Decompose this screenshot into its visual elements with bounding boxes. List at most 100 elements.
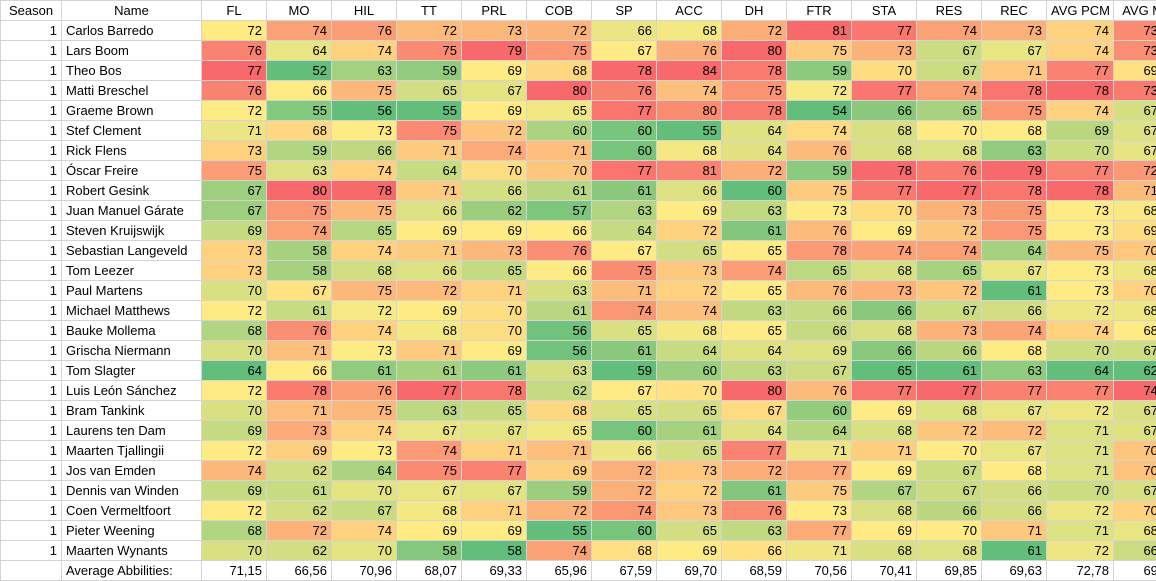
ability-cell[interactable]: 68 <box>592 541 657 561</box>
ability-cell[interactable]: 70 <box>1047 481 1114 501</box>
ability-cell[interactable]: 65 <box>657 441 722 461</box>
rider-name-cell[interactable]: Bauke Mollema <box>62 321 202 341</box>
ability-cell[interactable]: 70 <box>917 441 982 461</box>
ability-cell[interactable]: 67 <box>982 261 1047 281</box>
ability-cell[interactable]: 70 <box>332 481 397 501</box>
ability-cell[interactable]: 74 <box>332 421 397 441</box>
ability-cell[interactable]: 70,07 <box>1114 281 1156 301</box>
ability-cell[interactable]: 61 <box>527 301 592 321</box>
ability-cell[interactable]: 65 <box>592 401 657 421</box>
ability-cell[interactable]: 66 <box>787 301 852 321</box>
ability-cell[interactable]: 60 <box>527 121 592 141</box>
ability-cell[interactable]: 80 <box>657 101 722 121</box>
average-cell[interactable]: 68,59 <box>722 561 787 581</box>
ability-cell[interactable]: 61 <box>722 481 787 501</box>
ability-cell[interactable]: 61 <box>332 361 397 381</box>
ability-cell[interactable]: 66 <box>982 481 1047 501</box>
column-header[interactable]: ACC <box>657 1 722 21</box>
ability-cell[interactable]: 61 <box>722 221 787 241</box>
ability-cell[interactable]: 68 <box>852 541 917 561</box>
ability-cell[interactable]: 64 <box>722 421 787 441</box>
ability-cell[interactable]: 74 <box>917 241 982 261</box>
ability-cell[interactable]: 65 <box>722 241 787 261</box>
ability-cell[interactable]: 69 <box>202 481 267 501</box>
ability-cell[interactable]: 71 <box>852 441 917 461</box>
ability-cell[interactable]: 70 <box>202 401 267 421</box>
ability-cell[interactable]: 72 <box>722 461 787 481</box>
ability-cell[interactable]: 72 <box>332 301 397 321</box>
column-header[interactable]: MO <box>267 1 332 21</box>
ability-cell[interactable]: 60 <box>592 421 657 441</box>
ability-cell[interactable]: 78 <box>462 381 527 401</box>
ability-cell[interactable]: 71 <box>267 401 332 421</box>
ability-cell[interactable]: 61 <box>592 181 657 201</box>
column-header[interactable]: SP <box>592 1 657 21</box>
ability-cell[interactable]: 59 <box>787 61 852 81</box>
ability-cell[interactable]: 74 <box>722 261 787 281</box>
ability-cell[interactable]: 73 <box>1047 281 1114 301</box>
ability-cell[interactable]: 72 <box>1047 401 1114 421</box>
ability-cell[interactable]: 65 <box>592 321 657 341</box>
ability-cell[interactable]: 78 <box>267 381 332 401</box>
ability-cell[interactable]: 70 <box>462 161 527 181</box>
ability-cell[interactable]: 78 <box>787 241 852 261</box>
ability-cell[interactable]: 65 <box>462 401 527 421</box>
ability-cell[interactable]: 70 <box>462 301 527 321</box>
ability-cell[interactable]: 80 <box>527 81 592 101</box>
ability-cell[interactable]: 71 <box>462 441 527 461</box>
ability-cell[interactable]: 66 <box>852 101 917 121</box>
season-cell[interactable]: 1 <box>1 101 62 121</box>
rider-name-cell[interactable]: Óscar Freire <box>62 161 202 181</box>
column-header[interactable]: TT <box>397 1 462 21</box>
rider-name-cell[interactable]: Luis León Sánchez <box>62 381 202 401</box>
ability-cell[interactable]: 77 <box>202 61 267 81</box>
ability-cell[interactable]: 73 <box>202 261 267 281</box>
ability-cell[interactable]: 66 <box>267 81 332 101</box>
ability-cell[interactable]: 75 <box>982 221 1047 241</box>
ability-cell[interactable]: 67,93 <box>1114 141 1156 161</box>
ability-cell[interactable]: 61 <box>267 481 332 501</box>
ability-cell[interactable]: 63 <box>527 361 592 381</box>
ability-cell[interactable]: 73 <box>202 241 267 261</box>
ability-cell[interactable]: 67 <box>462 481 527 501</box>
ability-cell[interactable]: 60 <box>787 401 852 421</box>
season-cell[interactable]: 1 <box>1 201 62 221</box>
ability-cell[interactable]: 75 <box>787 181 852 201</box>
ability-cell[interactable]: 61 <box>592 341 657 361</box>
ability-cell[interactable]: 76 <box>917 161 982 181</box>
ability-cell[interactable]: 60 <box>657 361 722 381</box>
ability-cell[interactable]: 59 <box>592 361 657 381</box>
ability-cell[interactable]: 59 <box>267 141 332 161</box>
ability-cell[interactable]: 58 <box>267 261 332 281</box>
ability-cell[interactable]: 74 <box>332 161 397 181</box>
ability-cell[interactable]: 72 <box>202 301 267 321</box>
ability-cell[interactable]: 73,00 <box>1114 41 1156 61</box>
ability-cell[interactable]: 71 <box>397 241 462 261</box>
ability-cell[interactable]: 62 <box>527 381 592 401</box>
rider-name-cell[interactable]: Robert Gesink <box>62 181 202 201</box>
ability-cell[interactable]: 74 <box>592 501 657 521</box>
ability-cell[interactable]: 68 <box>202 521 267 541</box>
ability-cell[interactable]: 68 <box>527 401 592 421</box>
ability-cell[interactable]: 68,21 <box>1114 301 1156 321</box>
season-cell[interactable]: 1 <box>1 461 62 481</box>
ability-cell[interactable]: 75 <box>1047 241 1114 261</box>
ability-cell[interactable]: 69,43 <box>1114 61 1156 81</box>
ability-cell[interactable]: 64 <box>332 461 397 481</box>
ability-cell[interactable]: 67 <box>592 381 657 401</box>
ability-cell[interactable]: 75 <box>332 81 397 101</box>
ability-cell[interactable]: 56 <box>332 101 397 121</box>
ability-cell[interactable]: 67 <box>462 81 527 101</box>
ability-cell[interactable]: 76 <box>202 41 267 61</box>
column-header[interactable]: COB <box>527 1 592 21</box>
ability-cell[interactable]: 73 <box>917 201 982 221</box>
ability-cell[interactable]: 75 <box>332 281 397 301</box>
ability-cell[interactable]: 73 <box>1047 221 1114 241</box>
ability-cell[interactable]: 70,50 <box>1114 241 1156 261</box>
ability-cell[interactable]: 73 <box>657 501 722 521</box>
ability-cell[interactable]: 64 <box>657 341 722 361</box>
rider-name-cell[interactable]: Grischa Niermann <box>62 341 202 361</box>
ability-cell[interactable]: 72 <box>202 381 267 401</box>
season-cell[interactable]: 1 <box>1 381 62 401</box>
ability-cell[interactable]: 69 <box>397 521 462 541</box>
